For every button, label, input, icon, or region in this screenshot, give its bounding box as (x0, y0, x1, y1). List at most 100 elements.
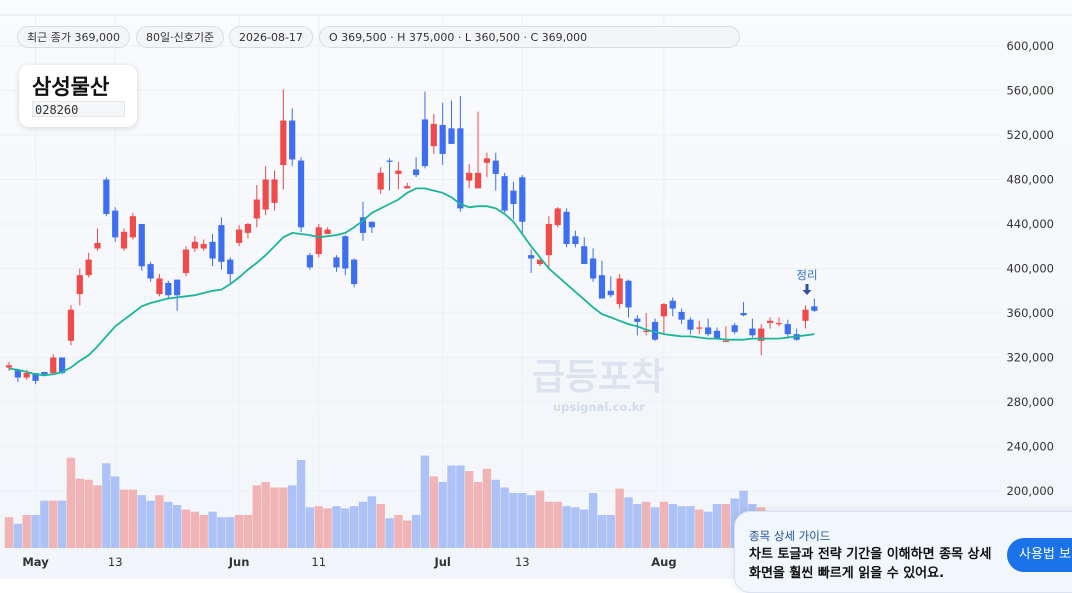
candle-body (466, 172, 473, 181)
stock-code: 028260 (32, 101, 125, 117)
volume-bar (447, 465, 456, 548)
candle-body (775, 323, 783, 325)
candle-body (625, 280, 632, 308)
volume-bar (226, 517, 235, 548)
volume-bar (509, 493, 518, 548)
candle-body (572, 236, 579, 245)
volume-bar (491, 479, 500, 548)
y-axis-labels: 200,000 240,000 280,000 320,000 360,000 400,0… (1006, 39, 1054, 498)
candle-body (359, 217, 367, 233)
volume-bar (553, 501, 562, 548)
volume-bar (66, 457, 76, 548)
volume-bar (323, 508, 332, 548)
volume-bar (465, 471, 474, 548)
guide-title: 종목 상세 가이드 (749, 529, 831, 543)
candle-body (430, 123, 437, 147)
candle-body (439, 124, 446, 154)
volume-bar (119, 489, 129, 548)
volume-bar (668, 504, 677, 548)
candle-body (351, 259, 358, 285)
volume-bar (111, 476, 120, 548)
volume-bar (712, 504, 722, 548)
candle-body (713, 330, 721, 339)
candle-body (501, 176, 508, 211)
volume-bar (429, 476, 438, 548)
candle-body (492, 160, 499, 174)
guide-body: 차트 토글과 전략 기간을 이해하면 종목 상세 화면을 훨씬 빠르게 읽을 수… (749, 547, 992, 581)
candle-body (14, 369, 21, 378)
grid-lines (0, 15, 1000, 548)
candle-body (297, 160, 305, 228)
x-tick-label: 13 (515, 555, 530, 569)
period-pill[interactable]: 80일·신호기준 (136, 26, 225, 48)
volume-bar (199, 515, 208, 548)
candle-body (660, 304, 667, 317)
volume-bar (261, 482, 270, 548)
candle-body (616, 278, 623, 305)
candle-body (731, 325, 738, 332)
y-tick-label: 440,000 (1006, 217, 1054, 231)
x-tick-label: Jun (228, 555, 250, 569)
volume-bar (164, 501, 173, 548)
volume-bar (243, 515, 253, 548)
candle-body (386, 160, 393, 162)
volume-bar (677, 506, 686, 548)
candle-body (50, 357, 57, 374)
y-tick-label: 280,000 (1006, 395, 1054, 409)
volume-bar (403, 520, 412, 548)
candle-body (200, 244, 207, 249)
candle-body (696, 327, 703, 329)
candle-body (76, 275, 83, 295)
candle-body (448, 128, 455, 144)
candle-body (483, 158, 490, 163)
candle-body (94, 242, 101, 249)
volume-bar (314, 506, 323, 548)
candle-body (421, 119, 429, 167)
candle-body (333, 257, 340, 268)
candle-body (5, 365, 13, 368)
volume-bar (252, 485, 261, 548)
volume-bar (341, 508, 350, 548)
volume-bar (305, 507, 315, 548)
volume-bar (172, 505, 182, 548)
volume-bar (385, 518, 394, 548)
candle-body (138, 224, 145, 267)
candle-body (404, 186, 411, 189)
volume-bar (650, 507, 660, 548)
watermark-url: upsignal.co.kr (553, 400, 645, 414)
candle-body (120, 231, 128, 249)
volume-bar (411, 515, 421, 548)
candle-body (67, 309, 75, 341)
volume-bar (473, 482, 483, 548)
x-tick-label: 13 (108, 555, 123, 569)
signal-marker: 정리 (796, 268, 818, 295)
candle-body (758, 328, 765, 341)
volume-bar (695, 509, 704, 548)
guide-button[interactable]: 사용법 보기 (1007, 538, 1072, 572)
candle-body (182, 249, 190, 273)
candlestick-chart[interactable]: 급등포착 upsignal.co.kr 200,000 240,000 280,00… (0, 0, 1072, 579)
candle-body (581, 246, 588, 265)
volume-bar (580, 509, 589, 548)
candle-body (23, 373, 30, 378)
volume-bars (4, 455, 819, 548)
volume-bar (633, 504, 642, 548)
candle-body (687, 319, 694, 330)
volume-bar (438, 482, 447, 548)
volume-bar (376, 504, 385, 548)
candle-body (474, 172, 482, 189)
candle-body (784, 324, 791, 335)
volume-bar (482, 468, 492, 548)
y-tick-label: 200,000 (1006, 484, 1054, 498)
volume-bar (606, 515, 615, 548)
candle-body (510, 190, 517, 204)
candle-body (634, 318, 641, 322)
candle-body (598, 275, 606, 299)
candle-body (519, 177, 526, 222)
signal-label: 정리 (796, 268, 817, 282)
volume-bar (93, 485, 102, 548)
candle-body (103, 179, 110, 214)
volume-bar (49, 500, 58, 548)
x-axis-labels: May 13 Jun 11 Jul 13 Aug (22, 555, 676, 569)
volume-bar (703, 511, 713, 548)
